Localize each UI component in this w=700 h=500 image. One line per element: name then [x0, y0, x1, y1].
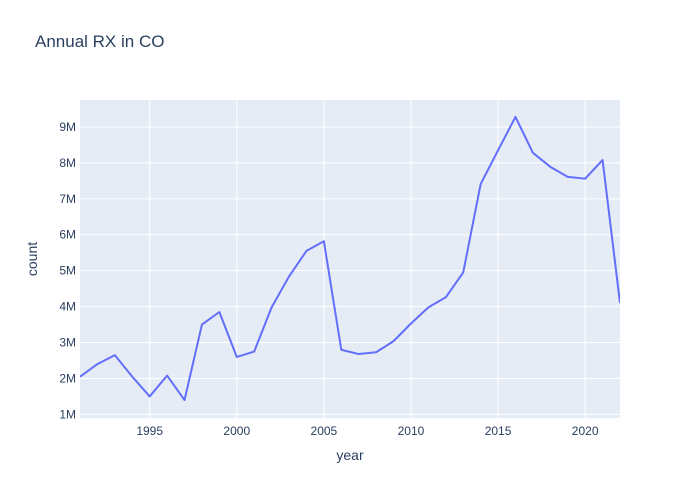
chart-title: Annual RX in CO — [35, 32, 165, 51]
y-tick-label: 8M — [59, 156, 76, 170]
y-tick-label: 7M — [59, 192, 76, 206]
x-tick-label: 2000 — [223, 424, 250, 438]
series-line — [80, 115, 620, 402]
x-tick-label: 2020 — [572, 424, 599, 438]
x-tick-label: 2015 — [485, 424, 512, 438]
x-tick-label: 2010 — [398, 424, 425, 438]
y-tick-label: 4M — [59, 300, 76, 314]
plot-area-background — [80, 100, 620, 418]
x-axis-title: year — [336, 447, 364, 463]
y-tick-label: 3M — [59, 336, 76, 350]
x-tick-label: 2005 — [311, 424, 338, 438]
y-tick-label: 9M — [59, 120, 76, 134]
y-tick-label: 5M — [59, 264, 76, 278]
y-tick-label: 1M — [59, 407, 76, 421]
y-axis-title: count — [24, 242, 40, 276]
y-tick-label: 6M — [59, 228, 76, 242]
y-tick-label: 2M — [59, 371, 76, 385]
x-tick-label: 1995 — [136, 424, 163, 438]
